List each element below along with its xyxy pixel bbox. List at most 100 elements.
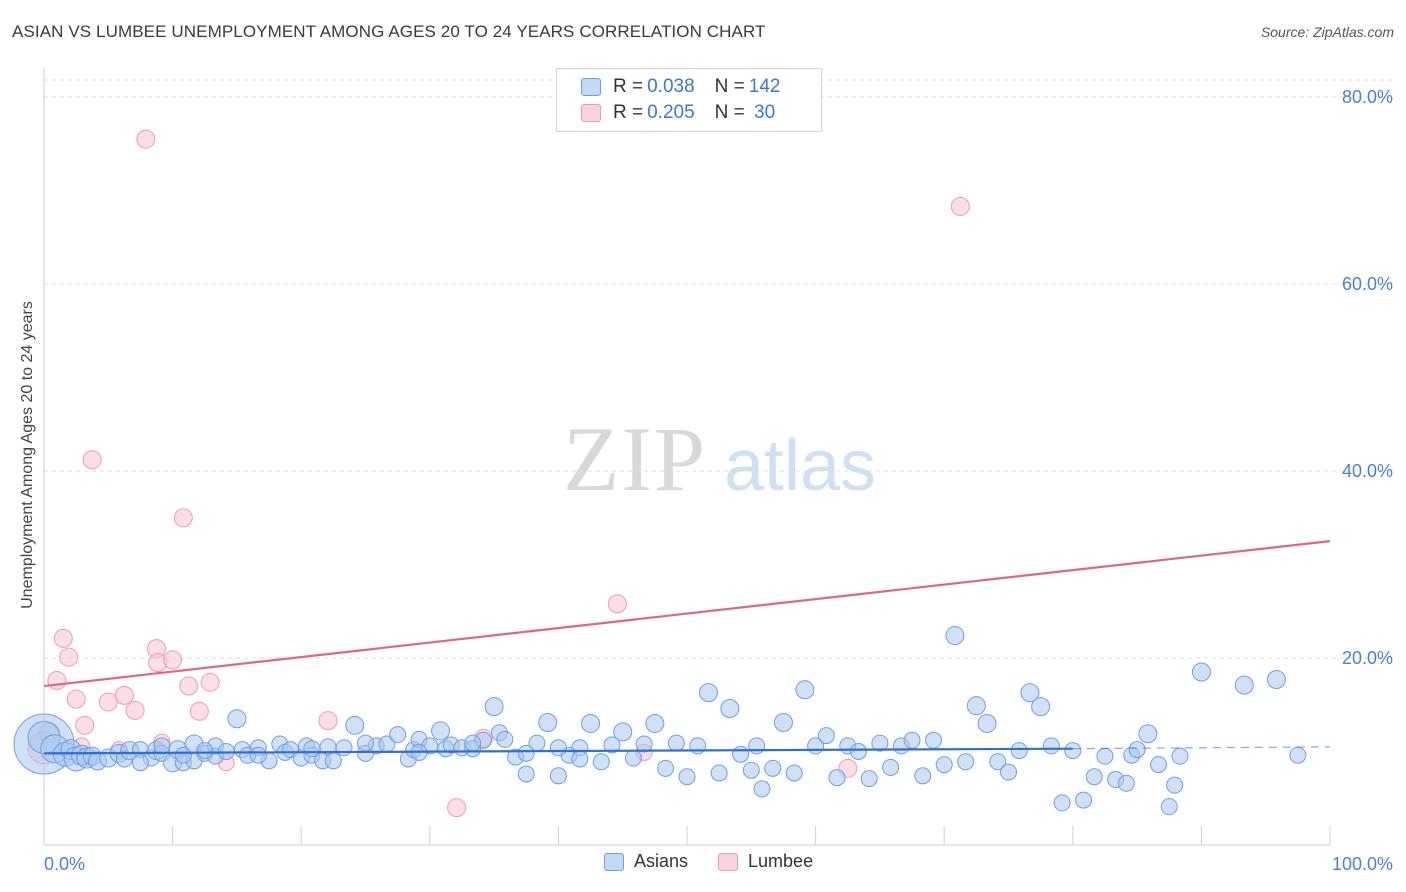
asian-point: [1166, 776, 1184, 794]
asian-point: [227, 709, 247, 729]
asian-point: [1234, 675, 1254, 695]
grid-lines: [44, 79, 1392, 659]
lumbee-point: [98, 692, 118, 712]
asian-point: [496, 730, 514, 748]
asian-point: [785, 764, 803, 782]
asians-legend-swatch: [604, 852, 624, 871]
asian-point: [882, 758, 900, 776]
asian-point: [1150, 756, 1168, 774]
lumbee-point: [136, 129, 156, 149]
lumbee-point: [179, 676, 199, 696]
asian-point: [517, 765, 535, 783]
asian-point: [1171, 747, 1189, 765]
asians-n-label: N =: [714, 76, 745, 97]
asians-swatch: [581, 78, 601, 96]
asian-point: [1117, 774, 1135, 792]
series-legend: Asians Lumbee: [604, 851, 843, 872]
asian-point: [484, 697, 504, 717]
asian-point: [710, 764, 728, 782]
x-tick-label-end: 100.0%: [1332, 854, 1393, 874]
asian-point: [603, 736, 621, 754]
tick-labels: 20.0% 40.0% 60.0% 80.0% 0.0% 100.0%: [44, 87, 1393, 874]
lumbee-legend-label: Lumbee: [748, 851, 814, 871]
lumbee-point: [66, 689, 86, 709]
asian-point: [549, 739, 567, 757]
asian-point: [698, 683, 718, 703]
asian-point: [678, 768, 696, 786]
asian-point: [357, 734, 374, 752]
asian-point: [389, 726, 407, 744]
asian-point: [1160, 798, 1178, 816]
asian-point: [592, 753, 610, 771]
asian-point: [624, 749, 642, 767]
lumbee-point: [53, 628, 73, 648]
asian-point: [1096, 747, 1114, 765]
lumbee-point: [447, 798, 467, 818]
asian-point: [153, 737, 171, 755]
asian-point: [1128, 741, 1146, 759]
watermark-atlas: atlas: [724, 426, 876, 506]
legend-row-lumbee: R = 0.205 N = 30: [581, 101, 775, 125]
lumbee-point: [607, 594, 627, 614]
lumbee-point: [82, 450, 102, 470]
asian-point: [1064, 742, 1082, 760]
asian-point: [1000, 763, 1017, 781]
correlation-legend: R = 0.038 N = 142 R = 0.205 N = 30: [556, 68, 822, 132]
lumbee-r-label: R =: [613, 102, 644, 123]
lumbee-point: [189, 701, 209, 721]
asian-point: [732, 745, 750, 763]
lumbee-legend-swatch: [718, 852, 739, 871]
lumbee-point: [125, 700, 145, 720]
asian-point: [977, 713, 997, 733]
asian-point: [538, 713, 558, 733]
asian-point: [764, 759, 782, 777]
legend-item-asians: Asians: [604, 851, 688, 872]
asian-point: [871, 734, 889, 752]
trend-lines: [43, 540, 1331, 755]
chart-title: ASIAN VS LUMBEE UNEMPLOYMENT AMONG AGES …: [12, 22, 766, 41]
watermark: ZIP atlas: [563, 408, 876, 510]
lumbee-point: [200, 672, 220, 692]
watermark-zip: ZIP: [563, 408, 707, 510]
asian-point: [1191, 662, 1211, 682]
lumbee-point: [318, 711, 338, 731]
asian-point: [742, 761, 760, 779]
y-tick-label: 20.0%: [1342, 648, 1393, 668]
asians-r-label: R =: [613, 76, 644, 97]
asian-trend-line: [43, 747, 1073, 755]
asian-point: [748, 737, 766, 755]
legend-item-lumbee: Lumbee: [718, 851, 813, 872]
asian-point: [1138, 724, 1158, 744]
asian-point: [667, 734, 685, 752]
asian-point: [613, 722, 633, 742]
asian-point: [957, 753, 975, 771]
lumbee-n-value: 30: [748, 102, 776, 123]
asian-point: [324, 752, 342, 770]
asian-point: [1053, 794, 1071, 812]
asians-legend-label: Asians: [634, 851, 689, 871]
asian-point: [335, 739, 353, 757]
y-tick-label: 60.0%: [1342, 274, 1393, 294]
asians-n-value: 142: [748, 76, 781, 97]
asian-point: [924, 731, 942, 749]
lumbee-point: [114, 685, 134, 705]
lumbee-point: [173, 508, 193, 528]
asian-point: [571, 750, 589, 768]
y-tick-label: 40.0%: [1342, 461, 1393, 481]
asian-point: [581, 713, 601, 733]
asian-point: [966, 696, 986, 716]
asian-point: [860, 770, 878, 788]
y-tick-label: 80.0%: [1342, 87, 1393, 107]
legend-row-asians: R = 0.038 N = 142: [581, 75, 780, 99]
lumbee-trend-line: [43, 540, 1331, 688]
asian-point: [549, 767, 567, 785]
asian-point: [945, 626, 965, 646]
source-label: Source: ZipAtlas.com: [1260, 24, 1394, 40]
asian-point: [303, 740, 321, 758]
asian-point: [131, 754, 149, 772]
asian-point: [657, 759, 675, 777]
asian-point: [1042, 737, 1060, 755]
asian-point: [517, 744, 535, 762]
lumbee-point: [950, 196, 970, 216]
